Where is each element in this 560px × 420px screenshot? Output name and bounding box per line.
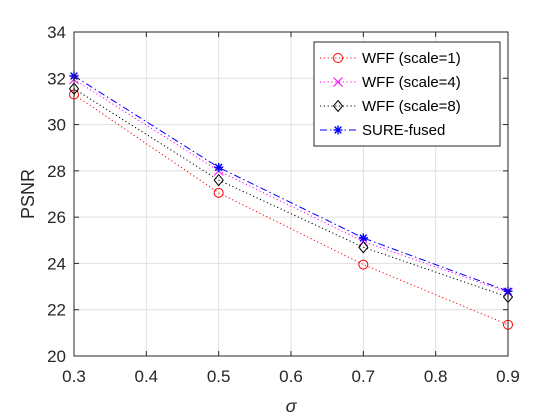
x-marker-stroke	[333, 77, 343, 87]
legend-entry: WFF (scale=1)	[320, 50, 461, 67]
legend-label: WFF (scale=8)	[362, 98, 461, 115]
circle-marker	[333, 53, 343, 63]
circle-marker	[213, 187, 224, 198]
circle-marker	[358, 259, 369, 270]
series-lines	[68, 71, 514, 330]
y-axis-label: PSNR	[18, 169, 38, 219]
x-tick-label: 0.8	[424, 367, 448, 386]
legend-entry: WFF (scale=4)	[320, 74, 461, 91]
legend-box	[313, 41, 501, 147]
series-line	[73, 94, 509, 326]
y-tick-label: 20	[47, 347, 66, 366]
legend-entry: SURE-fused	[320, 122, 445, 139]
data-point-marker	[358, 240, 369, 254]
data-point-marker	[333, 125, 343, 135]
axis-ticks: 0.3 0.4 0.5 0.6 0.7 0.8 0.9 20 22 24 26 28 30 32 34	[47, 23, 520, 386]
y-tick-label: 28	[47, 162, 66, 181]
data-point-marker	[213, 187, 224, 198]
legend-label: WFF (scale=1)	[362, 50, 461, 67]
legend-entry: WFF (scale=8)	[320, 98, 461, 115]
data-point-marker	[333, 53, 343, 63]
diamond-marker	[332, 99, 344, 113]
x-axis-label: σ	[286, 396, 298, 416]
asterisk-marker-stroke	[334, 126, 342, 134]
data-point-marker	[333, 77, 343, 87]
asterisk-marker-stroke	[214, 163, 223, 172]
legend: WFF (scale=1) WFF (scale=4) WFF (scale=8) S…	[313, 41, 501, 147]
y-tick-label: 34	[47, 23, 66, 42]
data-point-marker	[213, 173, 224, 187]
y-tick-label: 26	[47, 208, 66, 227]
x-tick-label: 0.6	[279, 367, 303, 386]
series-line	[73, 79, 509, 293]
legend-label: WFF (scale=4)	[362, 74, 461, 91]
y-tick-label: 22	[47, 301, 66, 320]
x-tick-label: 0.5	[207, 367, 231, 386]
y-tick-label: 32	[47, 69, 66, 88]
y-tick-label: 30	[47, 116, 66, 135]
legend-label: SURE-fused	[362, 122, 445, 139]
diamond-marker	[213, 173, 224, 187]
data-point-marker	[214, 162, 224, 172]
asterisk-marker-stroke	[359, 234, 368, 242]
data-point-marker	[358, 259, 369, 270]
diamond-marker	[358, 240, 369, 254]
x-tick-label: 0.9	[496, 367, 520, 386]
data-point-marker	[358, 233, 368, 243]
x-tick-label: 0.4	[135, 367, 159, 386]
series-line	[73, 75, 509, 292]
y-tick-label: 24	[47, 254, 66, 273]
x-tick-label: 0.7	[352, 367, 376, 386]
series-line	[73, 88, 509, 298]
data-point-marker	[332, 99, 344, 113]
x-tick-label: 0.3	[62, 367, 86, 386]
